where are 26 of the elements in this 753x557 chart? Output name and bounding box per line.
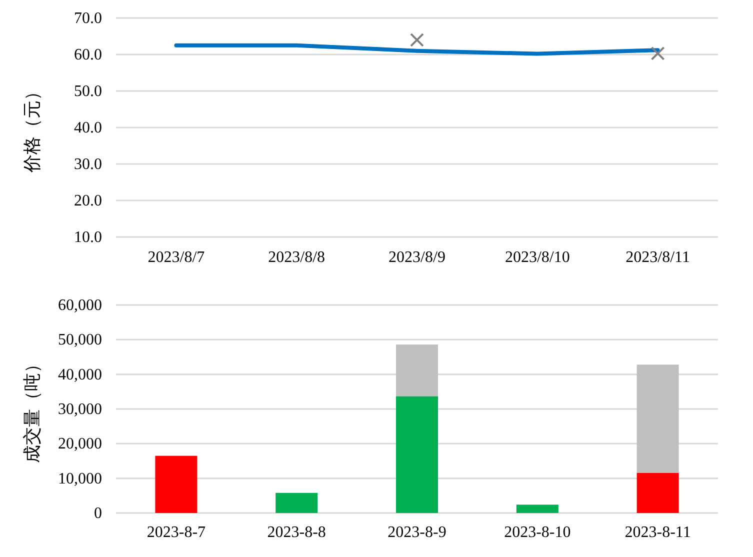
- y-tick-label: 10,000: [58, 470, 102, 488]
- y-tick-label: 60,000: [58, 297, 102, 314]
- y-tick-label: 10.0: [74, 229, 102, 246]
- x-tick-label: 2023/8/8: [268, 249, 326, 266]
- x-tick-label: 2023-8-11: [624, 524, 691, 541]
- y-tick-label: 30,000: [58, 401, 102, 418]
- y-tick-label: 40.0: [74, 120, 102, 136]
- y-tick-label: 50,000: [58, 332, 102, 349]
- y-axis-title: 价格（元）: [22, 82, 42, 174]
- y-tick-label: 40,000: [58, 366, 102, 384]
- y-tick-label: 60.0: [74, 46, 102, 64]
- y-tick-label: 70.0: [74, 10, 102, 27]
- y-tick-label: 30.0: [74, 156, 102, 173]
- x-tick-label: 2023-8-10: [504, 524, 571, 541]
- x-tick-label: 2023/8/9: [388, 249, 446, 266]
- y-tick-label: 20.0: [74, 192, 102, 210]
- y-tick-label: 0: [94, 505, 102, 522]
- x-tick-label: 2023-8-7: [146, 524, 206, 541]
- y-tick-label: 20,000: [58, 436, 102, 453]
- x-tick-label: 2023/8/10: [504, 249, 570, 266]
- x-tick-label: 2023-8-8: [267, 524, 326, 541]
- x-tick-label: 2023/8/7: [148, 249, 205, 266]
- x-tick-label: 2023-8-9: [388, 524, 446, 541]
- y-tick-label: 50.0: [74, 83, 102, 100]
- y-axis-title: 成交量（吨）: [22, 355, 42, 463]
- x-tick-label: 2023/8/11: [626, 249, 690, 266]
